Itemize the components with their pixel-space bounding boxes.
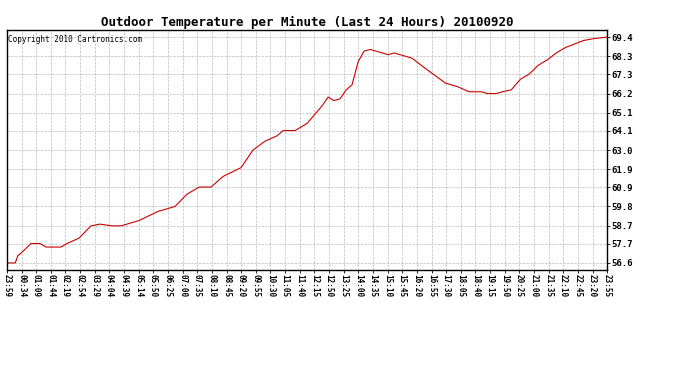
Title: Outdoor Temperature per Minute (Last 24 Hours) 20100920: Outdoor Temperature per Minute (Last 24 …: [101, 16, 513, 29]
Text: Copyright 2010 Cartronics.com: Copyright 2010 Cartronics.com: [8, 35, 142, 44]
